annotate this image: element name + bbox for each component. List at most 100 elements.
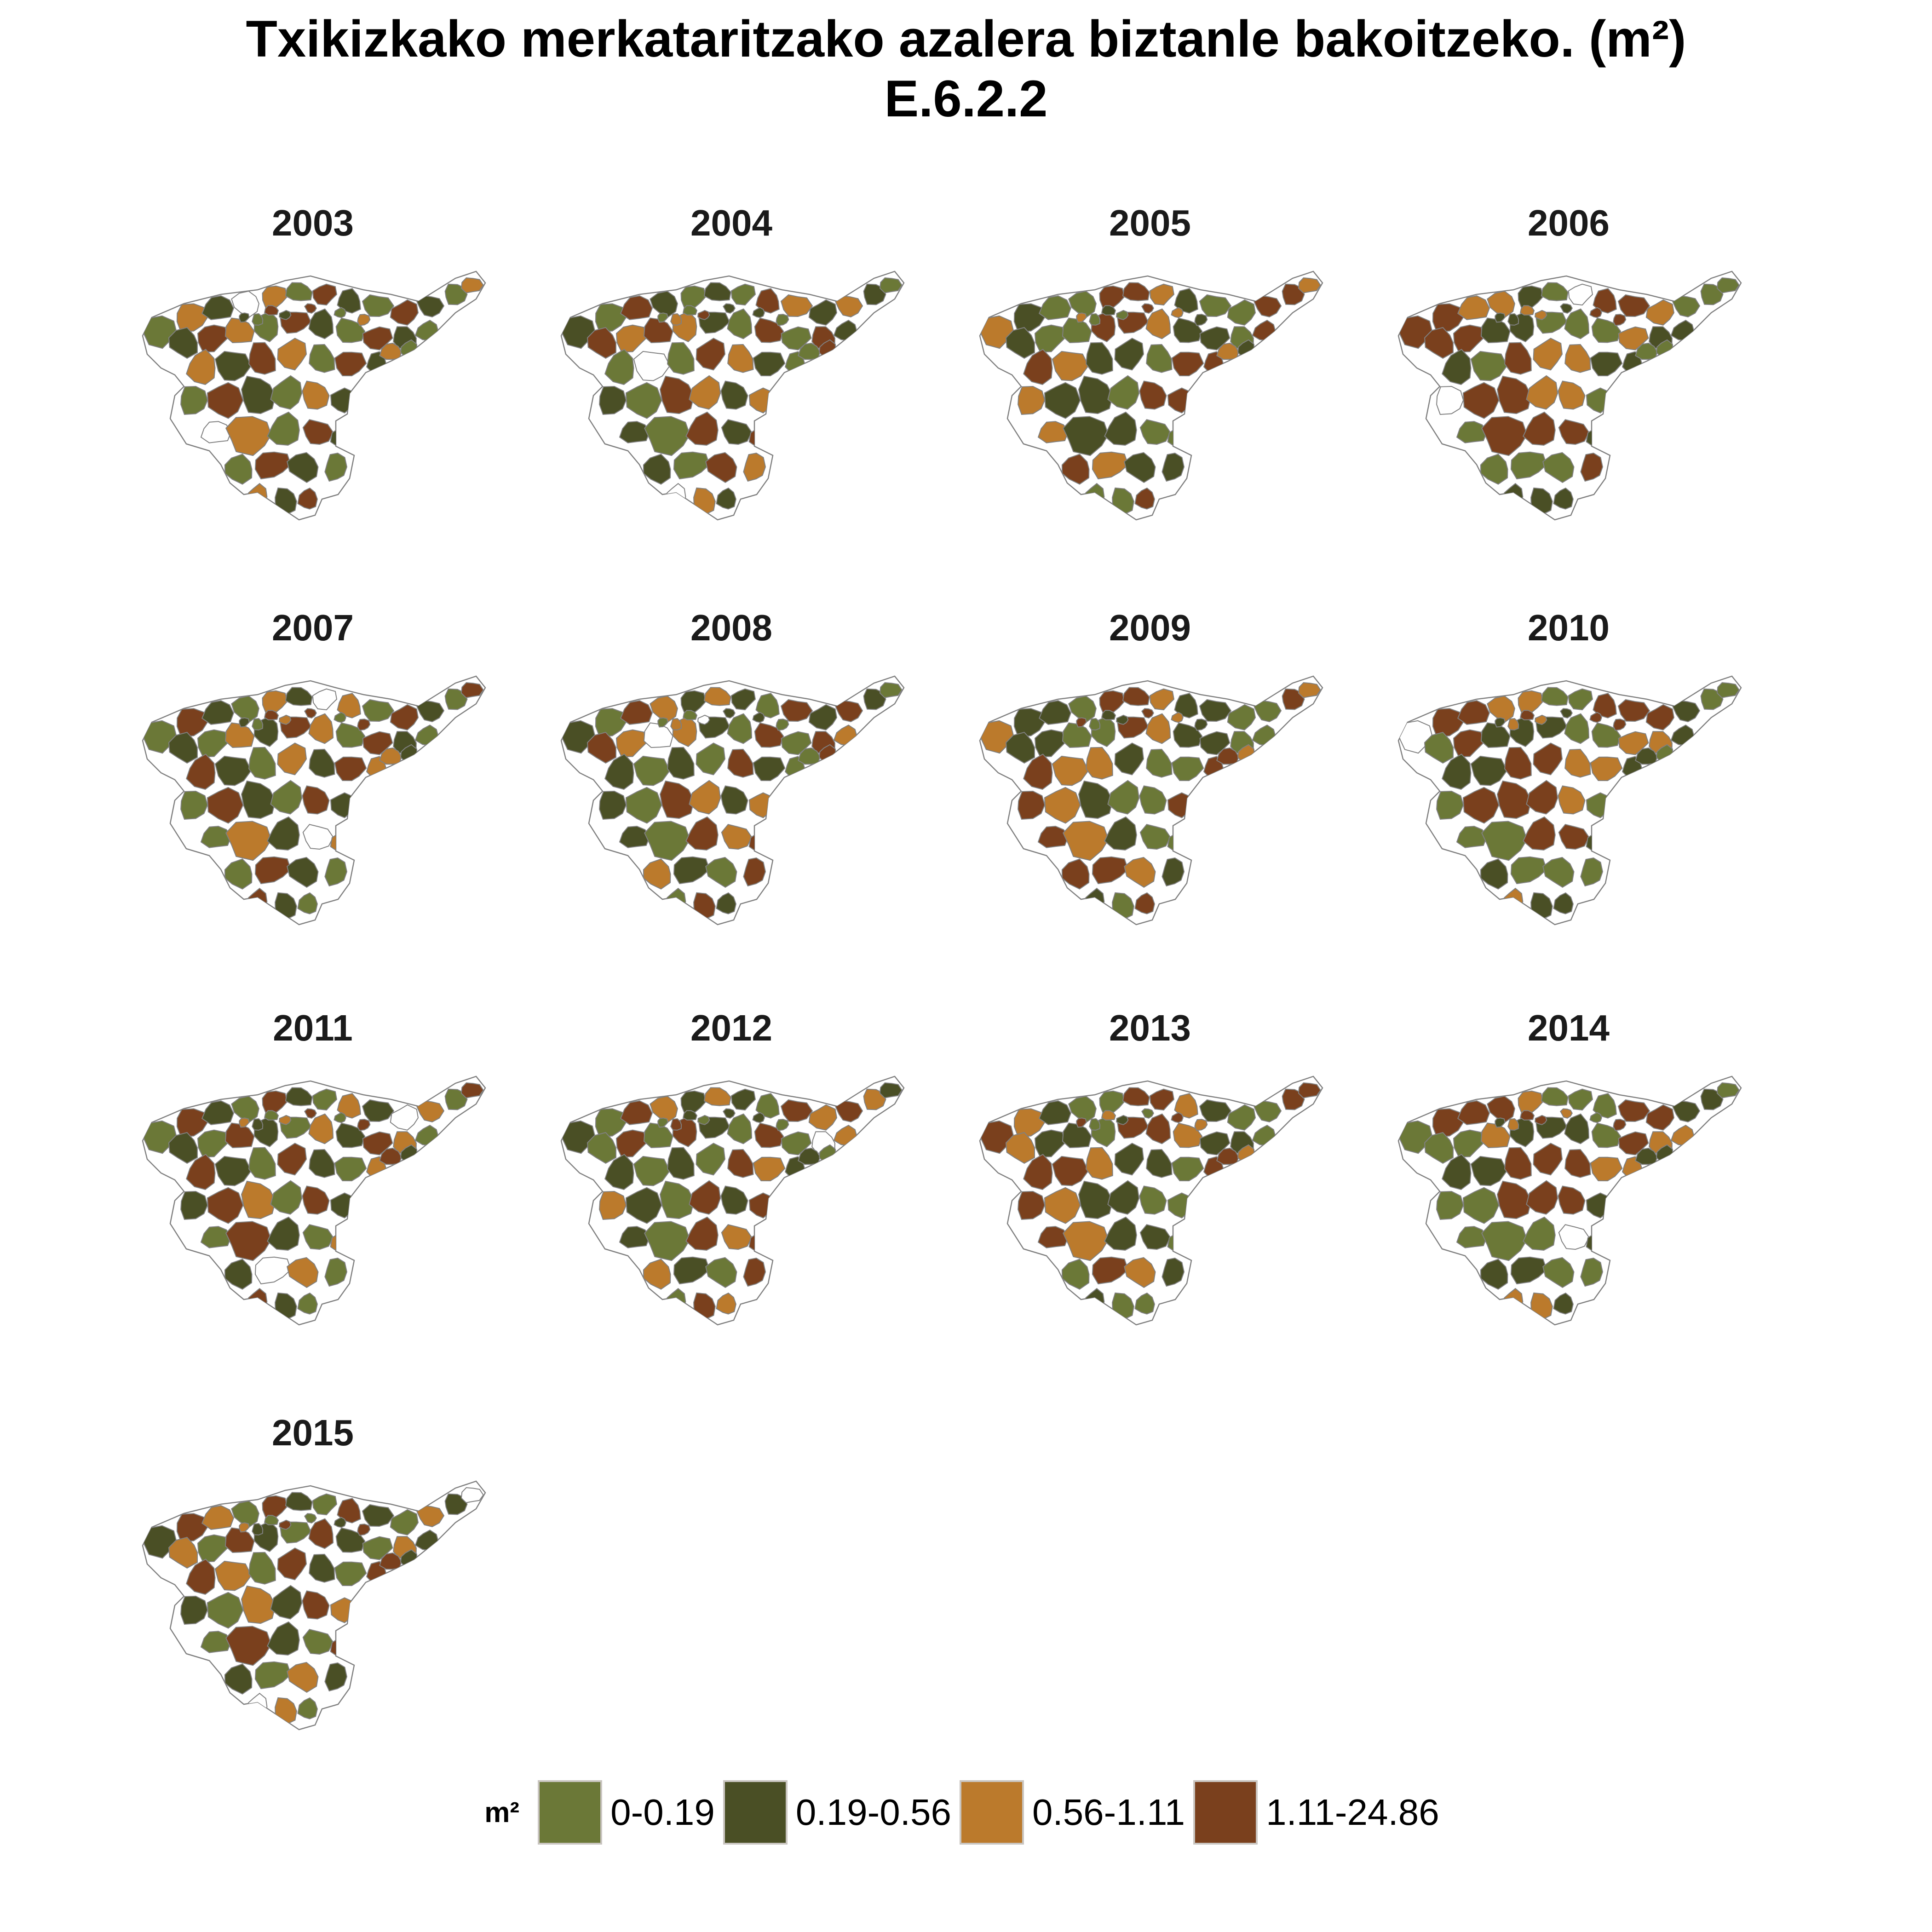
municipality-region — [1013, 708, 1046, 737]
municipality-region — [335, 722, 366, 748]
municipality-region — [808, 704, 838, 730]
municipality-region — [1553, 487, 1574, 510]
municipality-region — [1052, 1156, 1089, 1186]
municipality-region — [1518, 690, 1544, 714]
municipality-region — [1523, 1216, 1556, 1251]
municipality-region — [1564, 748, 1591, 778]
municipality-region — [720, 380, 748, 410]
municipality-region — [696, 742, 726, 776]
municipality-region — [1171, 307, 1184, 318]
municipality-region — [657, 1117, 668, 1128]
municipality-region — [264, 305, 279, 316]
municipality-region — [1044, 382, 1081, 419]
map-panel: 2003 — [106, 202, 520, 534]
municipality-region — [312, 283, 338, 306]
municipality-region — [1526, 375, 1558, 410]
municipality-region — [1457, 1100, 1490, 1125]
municipality-region — [1432, 1108, 1464, 1138]
municipality-region — [1613, 314, 1627, 326]
municipality-region — [1480, 1259, 1508, 1290]
municipality-region — [754, 317, 784, 343]
municipality-region — [1535, 1115, 1547, 1125]
municipality-region — [1504, 342, 1532, 375]
municipality-region — [727, 1149, 754, 1178]
municipality-region — [1078, 780, 1113, 819]
municipality-region — [619, 1226, 650, 1248]
municipality-region — [1533, 742, 1563, 776]
municipality-region — [1104, 411, 1137, 446]
municipality-region — [444, 1493, 468, 1515]
municipality-region — [186, 349, 216, 385]
municipality-region — [586, 731, 616, 764]
municipality-region — [1134, 1292, 1155, 1315]
municipality-region — [239, 312, 250, 323]
municipality-region — [1487, 695, 1515, 723]
municipality-region — [416, 1100, 445, 1122]
municipality-region — [1617, 699, 1650, 722]
municipality-region — [287, 452, 319, 483]
municipality-region — [254, 1256, 292, 1285]
municipality-region — [180, 385, 208, 415]
municipality-region — [1442, 753, 1472, 790]
municipality-region — [1541, 282, 1569, 301]
municipality-region — [716, 1292, 736, 1315]
municipality-region — [302, 380, 330, 410]
municipality-region — [308, 1518, 334, 1549]
municipality-region — [754, 722, 784, 748]
municipality-region — [703, 687, 731, 706]
municipality-region — [1005, 327, 1035, 359]
municipality-region — [1613, 719, 1627, 731]
municipality-region — [1424, 731, 1454, 764]
municipality-region — [304, 708, 317, 719]
municipality-region — [1149, 1088, 1175, 1111]
municipality-region — [357, 719, 371, 731]
municipality-region — [586, 327, 616, 359]
municipality-region — [1453, 1129, 1484, 1158]
panel-year-label: 2014 — [1528, 1007, 1610, 1048]
municipality-region — [754, 1122, 784, 1148]
municipality-region — [1298, 682, 1321, 698]
municipality-region — [264, 1515, 279, 1525]
municipality-region — [685, 411, 719, 446]
municipality-region — [197, 1534, 229, 1563]
municipality-region — [1617, 294, 1650, 317]
municipality-region — [180, 1190, 208, 1220]
municipality-region — [689, 780, 721, 815]
municipality-region — [879, 277, 903, 293]
municipality-region — [362, 294, 395, 317]
municipality-region — [1107, 1180, 1140, 1215]
municipality-region — [1089, 718, 1101, 730]
municipality-region — [619, 826, 650, 848]
municipality-region — [1507, 313, 1519, 326]
region-map — [142, 1075, 486, 1326]
municipality-region — [1227, 299, 1256, 326]
municipality-region — [673, 451, 710, 480]
municipality-region — [1553, 1292, 1574, 1315]
legend-item: 0.19-0.56 — [723, 1780, 951, 1845]
municipality-region — [1139, 1185, 1167, 1215]
municipality-region — [334, 1112, 346, 1123]
municipality-region — [1116, 714, 1129, 725]
municipality-region — [1114, 338, 1144, 371]
municipality-region — [644, 1221, 690, 1261]
panel-year-label: 2009 — [1109, 607, 1191, 648]
municipality-region — [1519, 710, 1535, 720]
municipality-region — [1171, 712, 1184, 723]
municipality-region — [1099, 690, 1125, 714]
municipality-region — [1535, 714, 1547, 725]
municipality-region — [312, 688, 338, 711]
municipality-region — [416, 1505, 445, 1527]
municipality-region — [390, 704, 419, 730]
municipality-region — [252, 313, 264, 326]
municipality-region — [755, 288, 780, 314]
municipality-region — [727, 344, 754, 373]
municipality-region — [1558, 824, 1590, 850]
municipality-region — [755, 1093, 780, 1119]
municipality-region — [1700, 688, 1724, 710]
municipality-region — [270, 780, 303, 815]
municipality-region — [285, 282, 313, 301]
municipality-region — [224, 454, 253, 485]
municipality-region — [1037, 1226, 1069, 1248]
municipality-region — [1194, 1119, 1208, 1131]
municipality-region — [1013, 1108, 1046, 1138]
